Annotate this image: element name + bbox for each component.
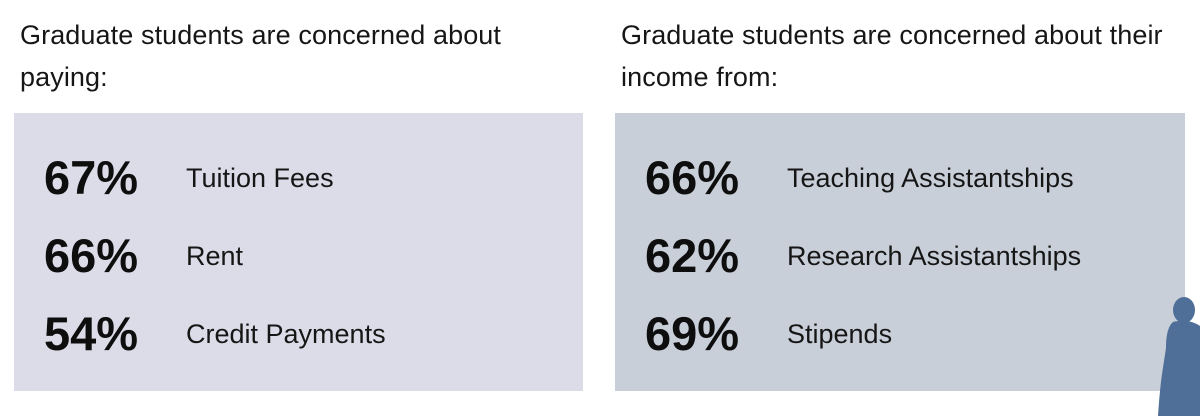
stat-percent: 54% xyxy=(44,307,139,360)
stat-row: 67% Tuition Fees xyxy=(14,148,583,208)
stat-percent: 66% xyxy=(44,229,139,282)
stat-label: Tuition Fees xyxy=(186,163,334,193)
stat-percent: 67% xyxy=(44,151,139,204)
stat-row: 66% Teaching Assistantships xyxy=(615,148,1185,208)
paying-concerns-panel: 67% Tuition Fees 66% Rent 54% Credit Pay… xyxy=(14,113,583,391)
stat-percent: 69% xyxy=(645,307,740,360)
stat-row: 62% Research Assistantships xyxy=(615,226,1185,286)
income-concerns-panel: 66% Teaching Assistantships 62% Research… xyxy=(615,113,1185,391)
stat-row: 69% Stipends xyxy=(615,304,1185,364)
person-silhouette-icon xyxy=(1158,297,1200,416)
stat-label: Research Assistantships xyxy=(787,241,1082,271)
stat-label: Credit Payments xyxy=(186,319,386,349)
stat-label: Stipends xyxy=(787,319,893,349)
heading-income: Graduate students are concerned about th… xyxy=(621,20,1163,92)
heading-paying: Graduate students are concerned about pa… xyxy=(20,20,502,92)
stat-percent: 62% xyxy=(645,229,740,282)
stat-row: 66% Rent xyxy=(14,226,583,286)
stat-label: Rent xyxy=(186,241,244,271)
stat-percent: 66% xyxy=(645,151,740,204)
stat-label: Teaching Assistantships xyxy=(787,163,1074,193)
stat-row: 54% Credit Payments xyxy=(14,304,583,364)
